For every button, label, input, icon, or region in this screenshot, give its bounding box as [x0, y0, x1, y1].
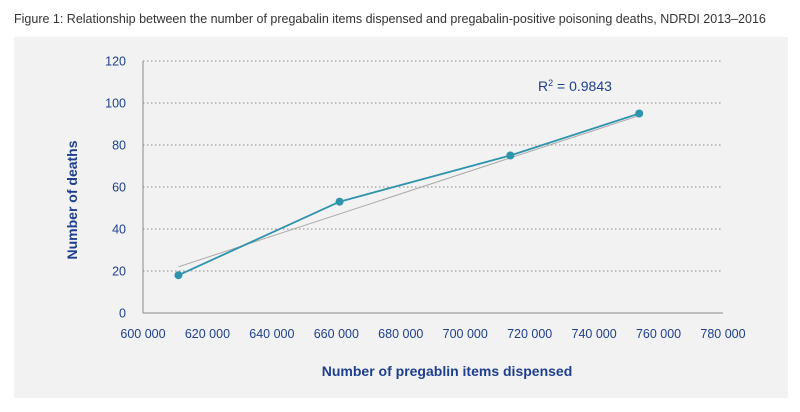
y-tick-label: 60	[112, 181, 126, 195]
r-squared-base: R	[538, 78, 548, 94]
trendline-layer	[178, 115, 640, 268]
y-tick-label: 40	[112, 223, 126, 237]
y-tick-label: 80	[112, 139, 126, 153]
x-tick-label: 640 000	[249, 327, 294, 341]
x-tick-label: 700 000	[443, 327, 488, 341]
figure-title: Figure 1: Relationship between the numbe…	[14, 12, 766, 26]
r-squared-value: = 0.9843	[553, 78, 612, 94]
x-axis-title: Number of pregablin items dispensed	[322, 363, 573, 379]
y-tick-label: 20	[112, 265, 126, 279]
series-line	[178, 112, 640, 277]
r-squared-sup: 2	[548, 78, 553, 88]
y-tick-label: 0	[119, 307, 126, 321]
x-tick-label: 600 000	[120, 327, 165, 341]
data-point	[635, 109, 644, 118]
data-point	[506, 151, 515, 160]
x-tick-label: 780 000	[700, 327, 745, 341]
y-tick-label: 100	[105, 97, 126, 111]
x-tick-label: 760 000	[636, 327, 681, 341]
y-axis-title: Number of deaths	[64, 140, 80, 259]
grid-lines	[143, 60, 723, 272]
y-tick-label: 120	[105, 55, 126, 69]
x-tick-label: 660 000	[314, 327, 359, 341]
tick-labels: 0 20 40 60 80 100 120 600 000 620 000 640 000 660 …	[105, 55, 745, 342]
x-tick-label: 720 000	[507, 327, 552, 341]
trendline	[178, 115, 640, 268]
data-point	[335, 197, 344, 206]
r-squared-annotation: R2 = 0.9843	[538, 78, 612, 94]
data-point	[174, 271, 183, 280]
x-tick-label: 620 000	[185, 327, 230, 341]
series-layer	[174, 109, 644, 280]
x-tick-label: 680 000	[378, 327, 423, 341]
x-tick-label: 740 000	[572, 327, 617, 341]
axes	[142, 61, 723, 314]
